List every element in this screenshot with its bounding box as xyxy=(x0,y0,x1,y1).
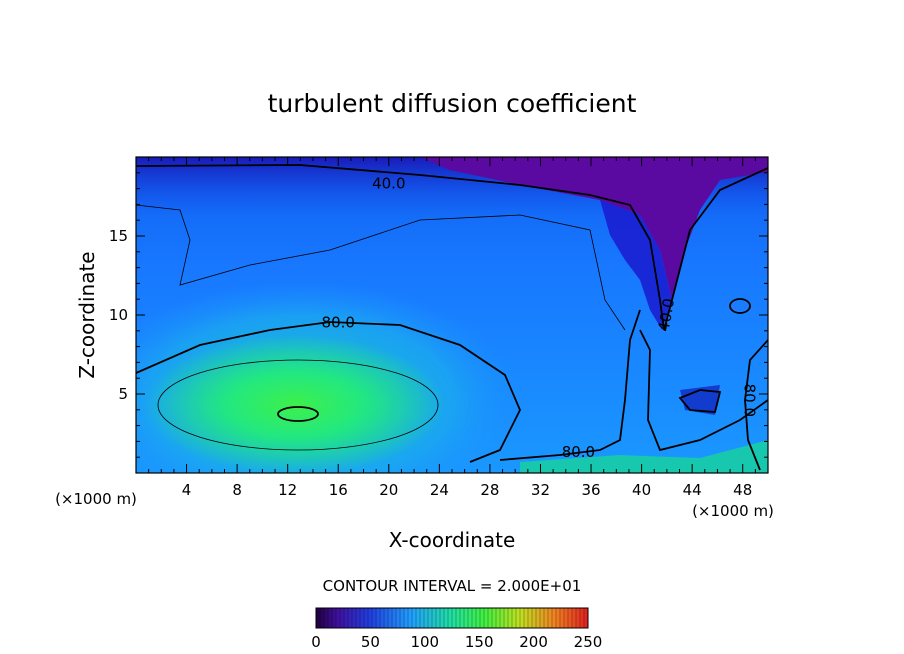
y-axis-ticks: 5 10 15 xyxy=(109,172,768,458)
colorbar-tick-labels: 0 50 100 150 200 250 xyxy=(311,633,602,651)
field-green-surface xyxy=(520,440,768,473)
contour-120 xyxy=(277,406,319,422)
x-tick-label: 32 xyxy=(531,481,550,499)
chart-title: turbulent diffusion coefficient xyxy=(268,89,637,118)
x-tick-label: 48 xyxy=(733,481,752,499)
contour-interval-text: CONTOUR INTERVAL = 2.000E+01 xyxy=(323,577,582,595)
colorbar-stripes xyxy=(319,608,585,628)
x-unit-left: (×1000 m) xyxy=(55,490,137,508)
x-unit-right: (×1000 m) xyxy=(692,502,774,520)
colorbar-tick-label: 100 xyxy=(410,633,439,651)
x-tick-label: 24 xyxy=(430,481,449,499)
x-tick-label: 4 xyxy=(182,481,192,499)
field-green-core xyxy=(145,335,445,473)
x-axis-ticks: 4 8 12 16 20 24 28 32 36 40 44 48 xyxy=(148,157,756,499)
colorbar-tick-label: 0 xyxy=(311,633,321,651)
x-tick-label: 44 xyxy=(683,481,702,499)
x-tick-label: 28 xyxy=(480,481,499,499)
contour-60-upper xyxy=(136,204,626,331)
x-tick-label: 8 xyxy=(232,481,242,499)
contour-label: 40.0 xyxy=(372,174,405,192)
contour-right-pocket xyxy=(678,389,722,413)
contour-40-top xyxy=(136,164,768,331)
field-right-pocket xyxy=(680,385,720,415)
colorbar-tick-label: 50 xyxy=(361,633,380,651)
contour-label: 40.0 xyxy=(655,297,679,333)
heatmap-field xyxy=(136,157,768,473)
x-tick-label: 12 xyxy=(278,481,297,499)
colorbar-tick-label: 250 xyxy=(574,633,603,651)
x-tick-label: 16 xyxy=(329,481,348,499)
y-axis-label: Z-coordinate xyxy=(75,251,99,378)
colorbar-tick-label: 200 xyxy=(519,633,548,651)
field-dark-blue-plume xyxy=(600,200,672,330)
contour-100 xyxy=(157,359,439,451)
x-axis-label: X-coordinate xyxy=(389,528,516,552)
contour-lines xyxy=(136,164,768,471)
contour-labels: 40.0 80.0 80.0 40.0 80.0 xyxy=(322,174,759,461)
contour-right-loop xyxy=(729,298,751,314)
colorbar-tick-label: 150 xyxy=(465,633,494,651)
contour-80-bottom xyxy=(499,309,641,461)
contour-label: 80.0 xyxy=(322,313,355,331)
contour-label: 80.0 xyxy=(562,443,595,461)
contour-80-mid xyxy=(136,321,521,463)
contour-40-right xyxy=(639,329,768,452)
x-tick-label: 20 xyxy=(379,481,398,499)
y-tick-label: 10 xyxy=(109,306,128,324)
y-tick-label: 15 xyxy=(109,227,128,245)
x-tick-label: 40 xyxy=(632,481,651,499)
x-tick-label: 36 xyxy=(581,481,600,499)
contour-label: 80.0 xyxy=(741,384,759,417)
y-tick-label: 5 xyxy=(118,385,128,403)
colorbar: 0 50 100 150 200 250 xyxy=(311,607,602,651)
contour-80-right xyxy=(744,339,768,471)
